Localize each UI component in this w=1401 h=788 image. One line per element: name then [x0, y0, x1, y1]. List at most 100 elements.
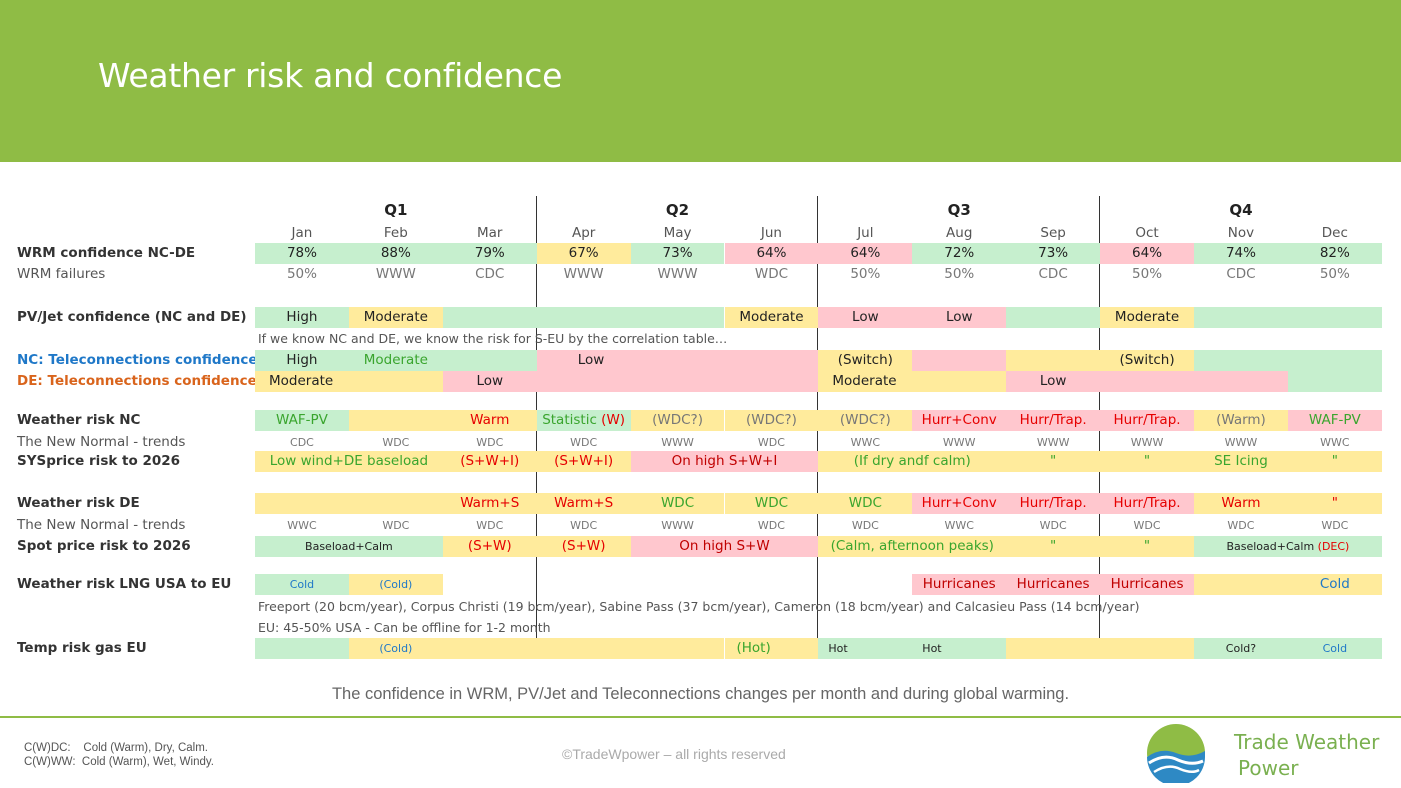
cell-text-wrm_conf: 73% [1038, 245, 1069, 261]
cell-bg [348, 410, 443, 431]
cell-nn_nc: WWC [1288, 432, 1382, 453]
cell-wr_de: Warm+S [536, 493, 631, 514]
legend-cwww: C(W)WW: Cold (Warm), Wet, Windy. [24, 756, 214, 768]
row-label-wr_nc: Weather risk NC [17, 412, 141, 428]
row-label-wrm_fail: WRM failures [17, 266, 106, 282]
cell-wr_de: Warm+S [442, 493, 537, 514]
cell-text-wrm_conf: 78% [286, 245, 317, 261]
legend-cwdc: C(W)DC: Cold (Warm), Dry, Calm. [24, 742, 208, 754]
cell-bg [442, 307, 725, 328]
cell-wrm_conf: 79% [442, 243, 537, 264]
cell-text-nn_de: WDC [570, 519, 598, 532]
cell-text-wr_nc: (W) [601, 412, 626, 428]
row-label-sys: SYSprice risk to 2026 [17, 453, 181, 469]
cell-spot: On high S+W [630, 536, 819, 557]
cell-wrm_fail: CDC [443, 264, 537, 285]
cell-text-wr_de: Hurr/Trap. [1113, 495, 1181, 511]
cell-bg [442, 350, 537, 371]
cell-text-nn_de: WWC [287, 519, 317, 532]
cell-text-nn_nc: CDC [290, 436, 314, 449]
cell-nc_tele: (Switch) [818, 350, 913, 371]
cell-text-lng: Hurricanes [1110, 576, 1184, 592]
lng-note-terminals: Freeport (20 bcm/year), Corpus Christi (… [258, 599, 1140, 614]
cell-wrm_fail: WWW [631, 264, 725, 285]
month-header: May [663, 225, 692, 241]
trade-weather-power-logo-icon [1147, 724, 1205, 783]
cell-nn_nc: WDC [537, 432, 631, 453]
copyright: ©TradeWpower – all rights reserved [562, 746, 786, 762]
cell-wrm_fail: 50% [1288, 264, 1382, 285]
cell-sys: (S+W+I) [442, 451, 537, 472]
cell-text-wr_de: " [1331, 495, 1338, 511]
cell-spot: (S+W) [536, 536, 631, 557]
cell-text-wrm_fail: WWW [375, 266, 416, 282]
cell-sys: " [1287, 451, 1382, 472]
cell-text-nn_nc: WDC [476, 436, 504, 449]
cell-nn_de: WDC [349, 515, 443, 536]
cell-text-wr_nc: (Warm) [1216, 412, 1266, 428]
cell-text-sys: (S+W+I) [554, 453, 614, 469]
risk-table: Q1 Q2 Q3 Q4 Jan Feb Mar Apr May Jun Jul Aug Sep Oct No… [17, 196, 1382, 659]
cell-text-nn_de: WDC [851, 519, 879, 532]
cell-text-wr_nc: (WDC?) [839, 412, 891, 428]
cell-nn_nc: WWW [1006, 432, 1100, 453]
row-label-nc_tele: NC: Teleconnections confidence [17, 352, 258, 368]
cell-nn_de: WWC [912, 515, 1006, 536]
cell-wrm_fail: WDC [725, 264, 819, 285]
quarter-header: Q3 [947, 201, 971, 219]
cell-nn_de: WDC [818, 515, 912, 536]
cell-text-temp: Hot [828, 642, 848, 655]
month-header: Mar [477, 225, 503, 241]
cell-lng: Hurricanes [912, 574, 1007, 595]
cell-text-sys: SE Icing [1214, 453, 1268, 469]
cell-text-spot: (S+W) [561, 538, 606, 554]
cell-text-pvjet: Moderate [363, 309, 428, 325]
cell-wr_de: Hurr/Trap. [1100, 493, 1194, 514]
cell-wr_de: WDC [724, 493, 819, 514]
cell-text-nn_de: WDC [1039, 519, 1067, 532]
cell-text-wr_de: Warm+S [460, 495, 520, 511]
cell-text-spot: " [1050, 538, 1057, 554]
cell-wrm_conf: 64% [1100, 243, 1194, 264]
cell-text-temp: Cold [1322, 642, 1348, 655]
cell-wr_nc: WAF-PV [1287, 410, 1382, 431]
cell-nn_nc: WDC [443, 432, 537, 453]
cell-nn_de: WDC [1006, 515, 1100, 536]
cell-nc_tele: High [255, 350, 349, 371]
row-label-de_tele: DE: Teleconnections confidence [17, 373, 257, 389]
cell-text-pvjet: Low [852, 309, 879, 325]
cell-sys: " [1006, 451, 1101, 472]
cell-sys: (S+W+I) [536, 451, 631, 472]
row-label-lng: Weather risk LNG USA to EU [17, 576, 232, 592]
cell-spot: " [1100, 536, 1194, 557]
cell-text-lng: Hurricanes [1016, 576, 1090, 592]
cell-text-nn_nc: WDC [757, 436, 785, 449]
cell-text-nn_nc: WDC [570, 436, 598, 449]
cell-text-wrm_conf: 64% [756, 245, 787, 261]
cell-text-nn_nc: WWC [1320, 436, 1350, 449]
row-label-wr_de: Weather risk DE [17, 495, 140, 511]
cell-text-wrm_fail: 50% [850, 266, 881, 282]
cell-text-spot: Baseload+Calm [305, 540, 393, 553]
cell-sys: Low wind+DE baseload [255, 451, 443, 472]
cell-spot: Baseload+Calm (DEC) [1194, 536, 1382, 557]
cell-pvjet: Moderate [348, 307, 443, 328]
cell-text-sys: (S+W+I) [460, 453, 520, 469]
cell-text-spot: Baseload+Calm [1226, 540, 1318, 553]
cell-text-nn_nc: WWW [1130, 436, 1164, 449]
cell-wr_de: " [1287, 493, 1382, 514]
cell-text-wrm_fail: CDC [1226, 266, 1256, 282]
cell-lng: (Cold) [348, 574, 443, 595]
cell-text-spot: (DEC) [1317, 540, 1350, 553]
cell-text-wrm_conf: 72% [944, 245, 975, 261]
cell-text-de_tele: Moderate [832, 373, 897, 389]
cell-wr_nc: (WDC?) [630, 410, 725, 431]
cell-text-nc_tele: Low [577, 352, 605, 368]
cell-nn_nc: WWW [912, 432, 1006, 453]
cell-temp: Hot [818, 638, 913, 659]
cell-lng: Cold [1287, 574, 1382, 595]
month-header: Sep [1040, 225, 1066, 241]
row-label-nn_nc: The New Normal - trends [17, 434, 186, 450]
cell-text-wr_de: Warm [1221, 495, 1261, 511]
cell-nn_de: WDC [1194, 515, 1288, 536]
